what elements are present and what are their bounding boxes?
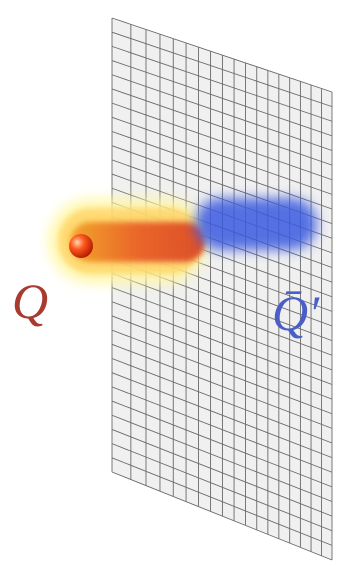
quark-ball: [69, 234, 93, 258]
antiquark-label: Q̄′: [272, 285, 320, 341]
antiquark-tube: [195, 198, 317, 250]
quark-label: Q: [12, 273, 48, 329]
diagram: Q Q̄′: [0, 0, 348, 566]
